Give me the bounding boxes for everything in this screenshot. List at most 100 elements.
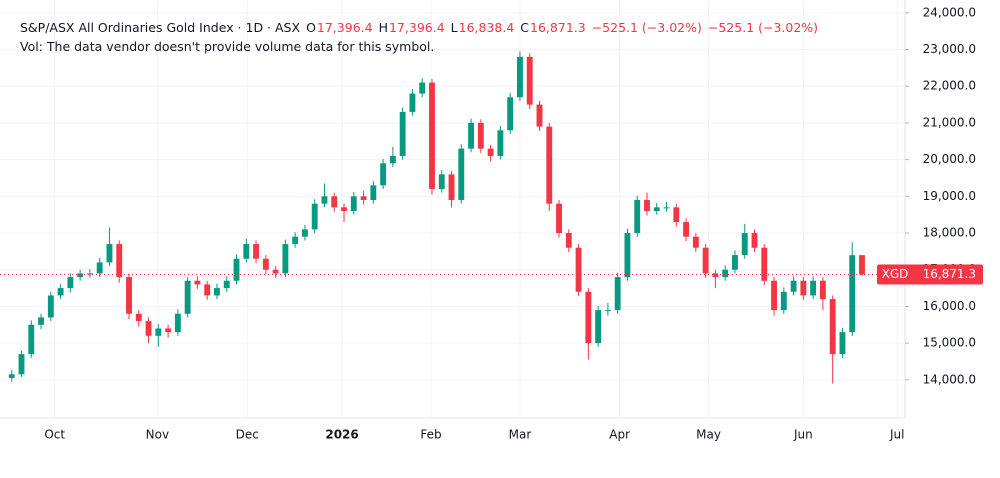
candle-body — [810, 280, 817, 296]
x-tick-label: Nov — [146, 428, 169, 442]
candle-body — [624, 233, 631, 278]
candle-body — [565, 233, 572, 248]
legend-value: 17,396.4 — [316, 20, 373, 35]
legend-key: O — [306, 20, 316, 35]
candle-body — [28, 324, 35, 355]
candle-body — [331, 196, 338, 208]
candle-body — [145, 321, 152, 336]
y-tick-label: 22,000.0 — [923, 79, 976, 93]
candle-body — [751, 233, 758, 248]
candle-body — [321, 196, 328, 204]
price-tag-symbol: XGD — [882, 267, 909, 281]
legend-change: −525.1 (−3.02%) — [591, 20, 702, 35]
x-tick-label: Jul — [889, 428, 904, 442]
candle-body — [849, 255, 856, 333]
x-tick-label: Oct — [44, 428, 65, 442]
candle-body — [126, 277, 132, 314]
candle-body — [517, 56, 523, 98]
candle-body — [692, 236, 699, 248]
x-tick-label: Dec — [236, 428, 259, 442]
legend-key: C — [520, 20, 530, 35]
candle-body — [458, 148, 465, 201]
legend-value: 16,838.4 — [458, 20, 515, 35]
candle-body — [96, 262, 103, 274]
candle-body — [477, 122, 484, 149]
candle-body — [67, 277, 74, 289]
candle-body — [712, 273, 719, 278]
candle-body — [614, 277, 621, 311]
candle-body — [741, 233, 748, 256]
candle-body — [526, 56, 533, 105]
candle-body — [780, 291, 787, 311]
y-tick-label: 15,000.0 — [923, 336, 976, 350]
candle-body — [634, 200, 641, 234]
y-tick-label: 16,000.0 — [923, 299, 976, 313]
candle-body — [732, 255, 738, 270]
candle-body — [429, 82, 435, 189]
candle-body — [546, 126, 553, 204]
x-tick-label: Mar — [509, 428, 532, 442]
legend-value: 16,871.3 — [530, 20, 586, 35]
legend: S&P/ASX All Ordinaries Gold Index · 1D ·… — [20, 18, 818, 56]
candle-body — [556, 203, 562, 234]
candle-body — [8, 374, 15, 378]
candle-body — [86, 273, 93, 275]
candle-body — [448, 174, 455, 201]
candle-body — [389, 155, 396, 164]
x-tick-label: Apr — [609, 428, 630, 442]
candle-body — [722, 269, 729, 278]
candle-body — [350, 196, 357, 212]
candle-body — [409, 93, 416, 112]
candle-body — [214, 288, 220, 296]
legend-row: Vol: The data vendor doesn't provide vol… — [20, 37, 818, 56]
legend-key: L — [450, 20, 458, 35]
candle-body — [673, 207, 680, 223]
candle-body — [165, 328, 172, 333]
candle-body — [311, 203, 318, 230]
candle-body — [262, 258, 269, 270]
legend-key: H — [378, 20, 388, 35]
y-tick-label: 14,000.0 — [923, 372, 976, 386]
legend-change: −525.1 (−3.02%) — [707, 20, 819, 35]
candle-body — [292, 236, 299, 245]
candle-body — [116, 244, 123, 278]
candle-body — [301, 229, 308, 237]
x-tick-label: Feb — [420, 428, 441, 442]
candle-body — [507, 97, 514, 131]
candle-body — [653, 207, 660, 212]
candle-body — [800, 280, 807, 296]
candle-body — [644, 200, 650, 212]
y-tick-label: 18,000.0 — [923, 226, 976, 240]
legend-value: 17,396.4 — [388, 20, 445, 35]
candle-body — [253, 244, 259, 259]
candle-body — [282, 244, 289, 274]
candle-body — [233, 258, 240, 281]
y-tick-label: 21,000.0 — [923, 115, 976, 129]
price-tag-value: 16,871.3 — [923, 267, 976, 281]
candle-body — [487, 148, 494, 156]
volume-note: Vol: The data vendor doesn't provide vol… — [20, 39, 435, 54]
candle-body — [223, 280, 230, 289]
legend-title: S&P/ASX All Ordinaries Gold Index · 1D ·… — [20, 20, 301, 35]
candle-body — [829, 299, 836, 355]
y-tick-label: 24,000.0 — [923, 5, 976, 19]
candle-body — [135, 313, 142, 322]
candle-body — [399, 111, 406, 156]
candle-body — [595, 310, 602, 344]
candle-body — [57, 288, 64, 296]
candle-body — [204, 284, 211, 296]
candle-body — [155, 328, 162, 336]
candle-body — [536, 104, 543, 127]
candle-body — [272, 269, 279, 274]
y-tick-label: 23,000.0 — [923, 42, 976, 56]
candle-body — [438, 174, 445, 189]
candle-body — [243, 244, 250, 259]
x-tick-label: 2026 — [325, 428, 358, 442]
candle-body — [341, 207, 347, 212]
candle-body — [47, 295, 54, 318]
legend-row: S&P/ASX All Ordinaries Gold Index · 1D ·… — [20, 18, 818, 37]
y-tick-label: 19,000.0 — [923, 189, 976, 203]
x-tick-label: May — [696, 428, 721, 442]
